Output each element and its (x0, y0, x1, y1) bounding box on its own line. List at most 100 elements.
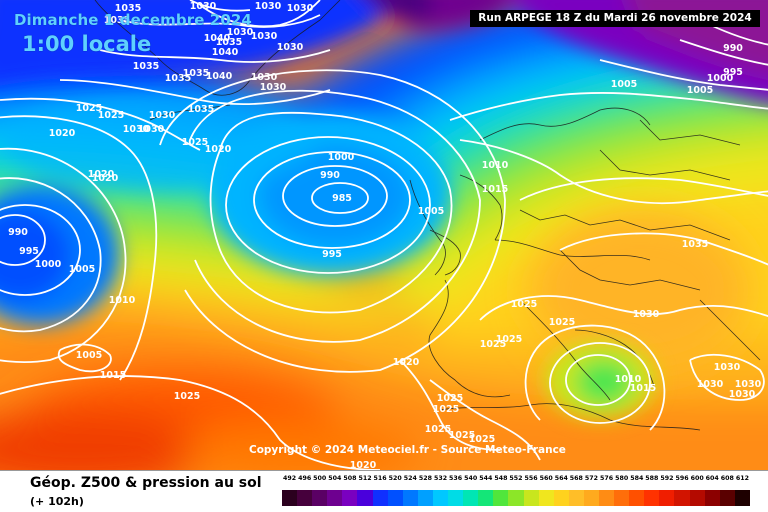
color-scale-swatch (417, 490, 433, 506)
isobar-label: 1020 (88, 169, 115, 180)
color-scale-label: 580 (615, 475, 629, 482)
color-scale-labels: 492 496 500 504 508 512 516 520 524 528 532 536 540 5… (282, 475, 750, 487)
isobar-label: 1005 (418, 206, 444, 217)
isobar-label: 1010 (615, 374, 642, 385)
isobar-label: 1025 (469, 434, 495, 445)
color-scale-label: 584 (630, 475, 644, 482)
isobar-label: 1025 (98, 110, 124, 121)
isobar-label: 1025 (76, 103, 102, 114)
isobar-label: 1025 (437, 393, 463, 404)
color-scale-swatch (538, 490, 554, 506)
isobar-label: 1040 (212, 47, 239, 58)
isobar-label: 995 (723, 67, 743, 78)
isobar-label: 1015 (630, 383, 656, 394)
isobar-label: 1030 (277, 42, 304, 53)
color-scale-swatch (478, 490, 494, 506)
color-scale-swatch (614, 490, 630, 506)
isobar-label: 1000 (35, 259, 62, 270)
isobar-label: 1020 (92, 173, 119, 184)
color-scale-swatch (523, 490, 539, 506)
isobar-label: 1025 (496, 334, 522, 345)
isobar-label: 1030 (227, 27, 254, 38)
color-scale-swatch (327, 490, 343, 506)
isobar-label: 1030 (697, 379, 724, 390)
isobar-label: 1030 (735, 379, 762, 390)
color-scale-label: 604 (705, 475, 719, 482)
color-scale-swatch (463, 490, 479, 506)
color-scale-label: 516 (373, 475, 387, 482)
isobar-label: 1025 (174, 391, 200, 402)
coastlines (94, 0, 761, 431)
color-scale-swatch (402, 490, 418, 506)
color-scale-swatch (448, 490, 464, 506)
color-scale-swatch (493, 490, 509, 506)
color-scale-label: 548 (494, 475, 508, 482)
isobar-label: 1015 (482, 184, 508, 195)
isobar-label: 990 (8, 227, 28, 238)
isobar-label: 1035 (188, 104, 214, 115)
color-scale-label: 600 (690, 475, 704, 482)
isobar-label: 990 (723, 43, 743, 54)
isobar-label: 1040 (204, 33, 231, 44)
isobar-label: 1030 (251, 72, 278, 83)
isobar-label: 995 (19, 246, 39, 257)
isobar-label: 1035 (133, 61, 159, 72)
isobar-label: 1020 (350, 460, 377, 470)
color-scale-label: 524 (403, 475, 417, 482)
isobar-label: 1025 (433, 404, 459, 415)
color-scale-swatch (689, 490, 705, 506)
color-scale-label: 504 (328, 475, 342, 482)
color-scale-swatch (704, 490, 720, 506)
isobar-label: 1030 (633, 309, 660, 320)
color-scale-swatch (312, 490, 328, 506)
forecast-map: 1035 1030 1030 1030 1035 1030 1030 1040 1035 1030… (0, 0, 768, 470)
isobar-label: 1005 (687, 85, 713, 96)
color-scale-swatch (342, 490, 358, 506)
isobar-label: 1030 (260, 82, 287, 93)
color-scale-swatch (282, 490, 298, 506)
color-scale-label: 556 (524, 475, 538, 482)
color-scale-label: 528 (418, 475, 432, 482)
chart-title: Géop. Z500 & pression au sol (30, 475, 262, 491)
color-scale-label: 588 (645, 475, 659, 482)
forecast-time-label: 1:00 locale (22, 32, 152, 56)
isobar-label: 1030 (190, 1, 217, 12)
isobar-label: 1030 (287, 3, 314, 14)
isobar-label: 1025 (480, 339, 506, 350)
isobar-label: 1030 (714, 362, 741, 373)
forecast-date-label: Dimanche 1 decembre 2024 (14, 11, 252, 29)
color-scale-swatch (357, 490, 373, 506)
color-scale: 492 496 500 504 508 512 516 520 524 528 532 536 540 5… (282, 475, 750, 511)
color-scale-label: 568 (569, 475, 583, 482)
isobar-label: 1005 (69, 264, 95, 275)
color-scale-label: 592 (660, 475, 674, 482)
color-scale-swatch (598, 490, 615, 506)
color-scale-swatch (734, 490, 750, 506)
isobar-label: 1030 (251, 31, 278, 42)
isobar-label: 1035 (216, 37, 242, 48)
copyright-text: Copyright © 2024 Meteociel.fr - Source M… (249, 444, 566, 456)
isobar-label: 1030 (123, 124, 150, 135)
isobars (0, 0, 768, 470)
color-scale-swatch (719, 490, 735, 506)
isobar-label: 1020 (49, 128, 76, 139)
isobar-label: 1010 (109, 295, 136, 306)
color-scale-swatch (629, 490, 645, 506)
color-scale-label: 532 (433, 475, 448, 482)
color-scale-swatch (372, 490, 388, 506)
color-scale-label: 496 (298, 475, 312, 482)
color-scale-swatch (553, 490, 569, 506)
color-scale-label: 560 (539, 475, 553, 482)
isobar-label: 1005 (611, 79, 637, 90)
color-scale-swatch (297, 490, 313, 506)
color-scale-label: 512 (358, 475, 372, 482)
color-scale-swatches (282, 490, 750, 506)
color-scale-swatch (568, 490, 584, 506)
isobar-label: 1035 (682, 239, 708, 250)
isobar-label: 1025 (511, 299, 537, 310)
isobar-label: 1035 (183, 68, 209, 79)
isobar-label: 1025 (182, 137, 208, 148)
color-scale-label: 492 (282, 475, 297, 482)
color-scale-swatch (432, 490, 449, 506)
